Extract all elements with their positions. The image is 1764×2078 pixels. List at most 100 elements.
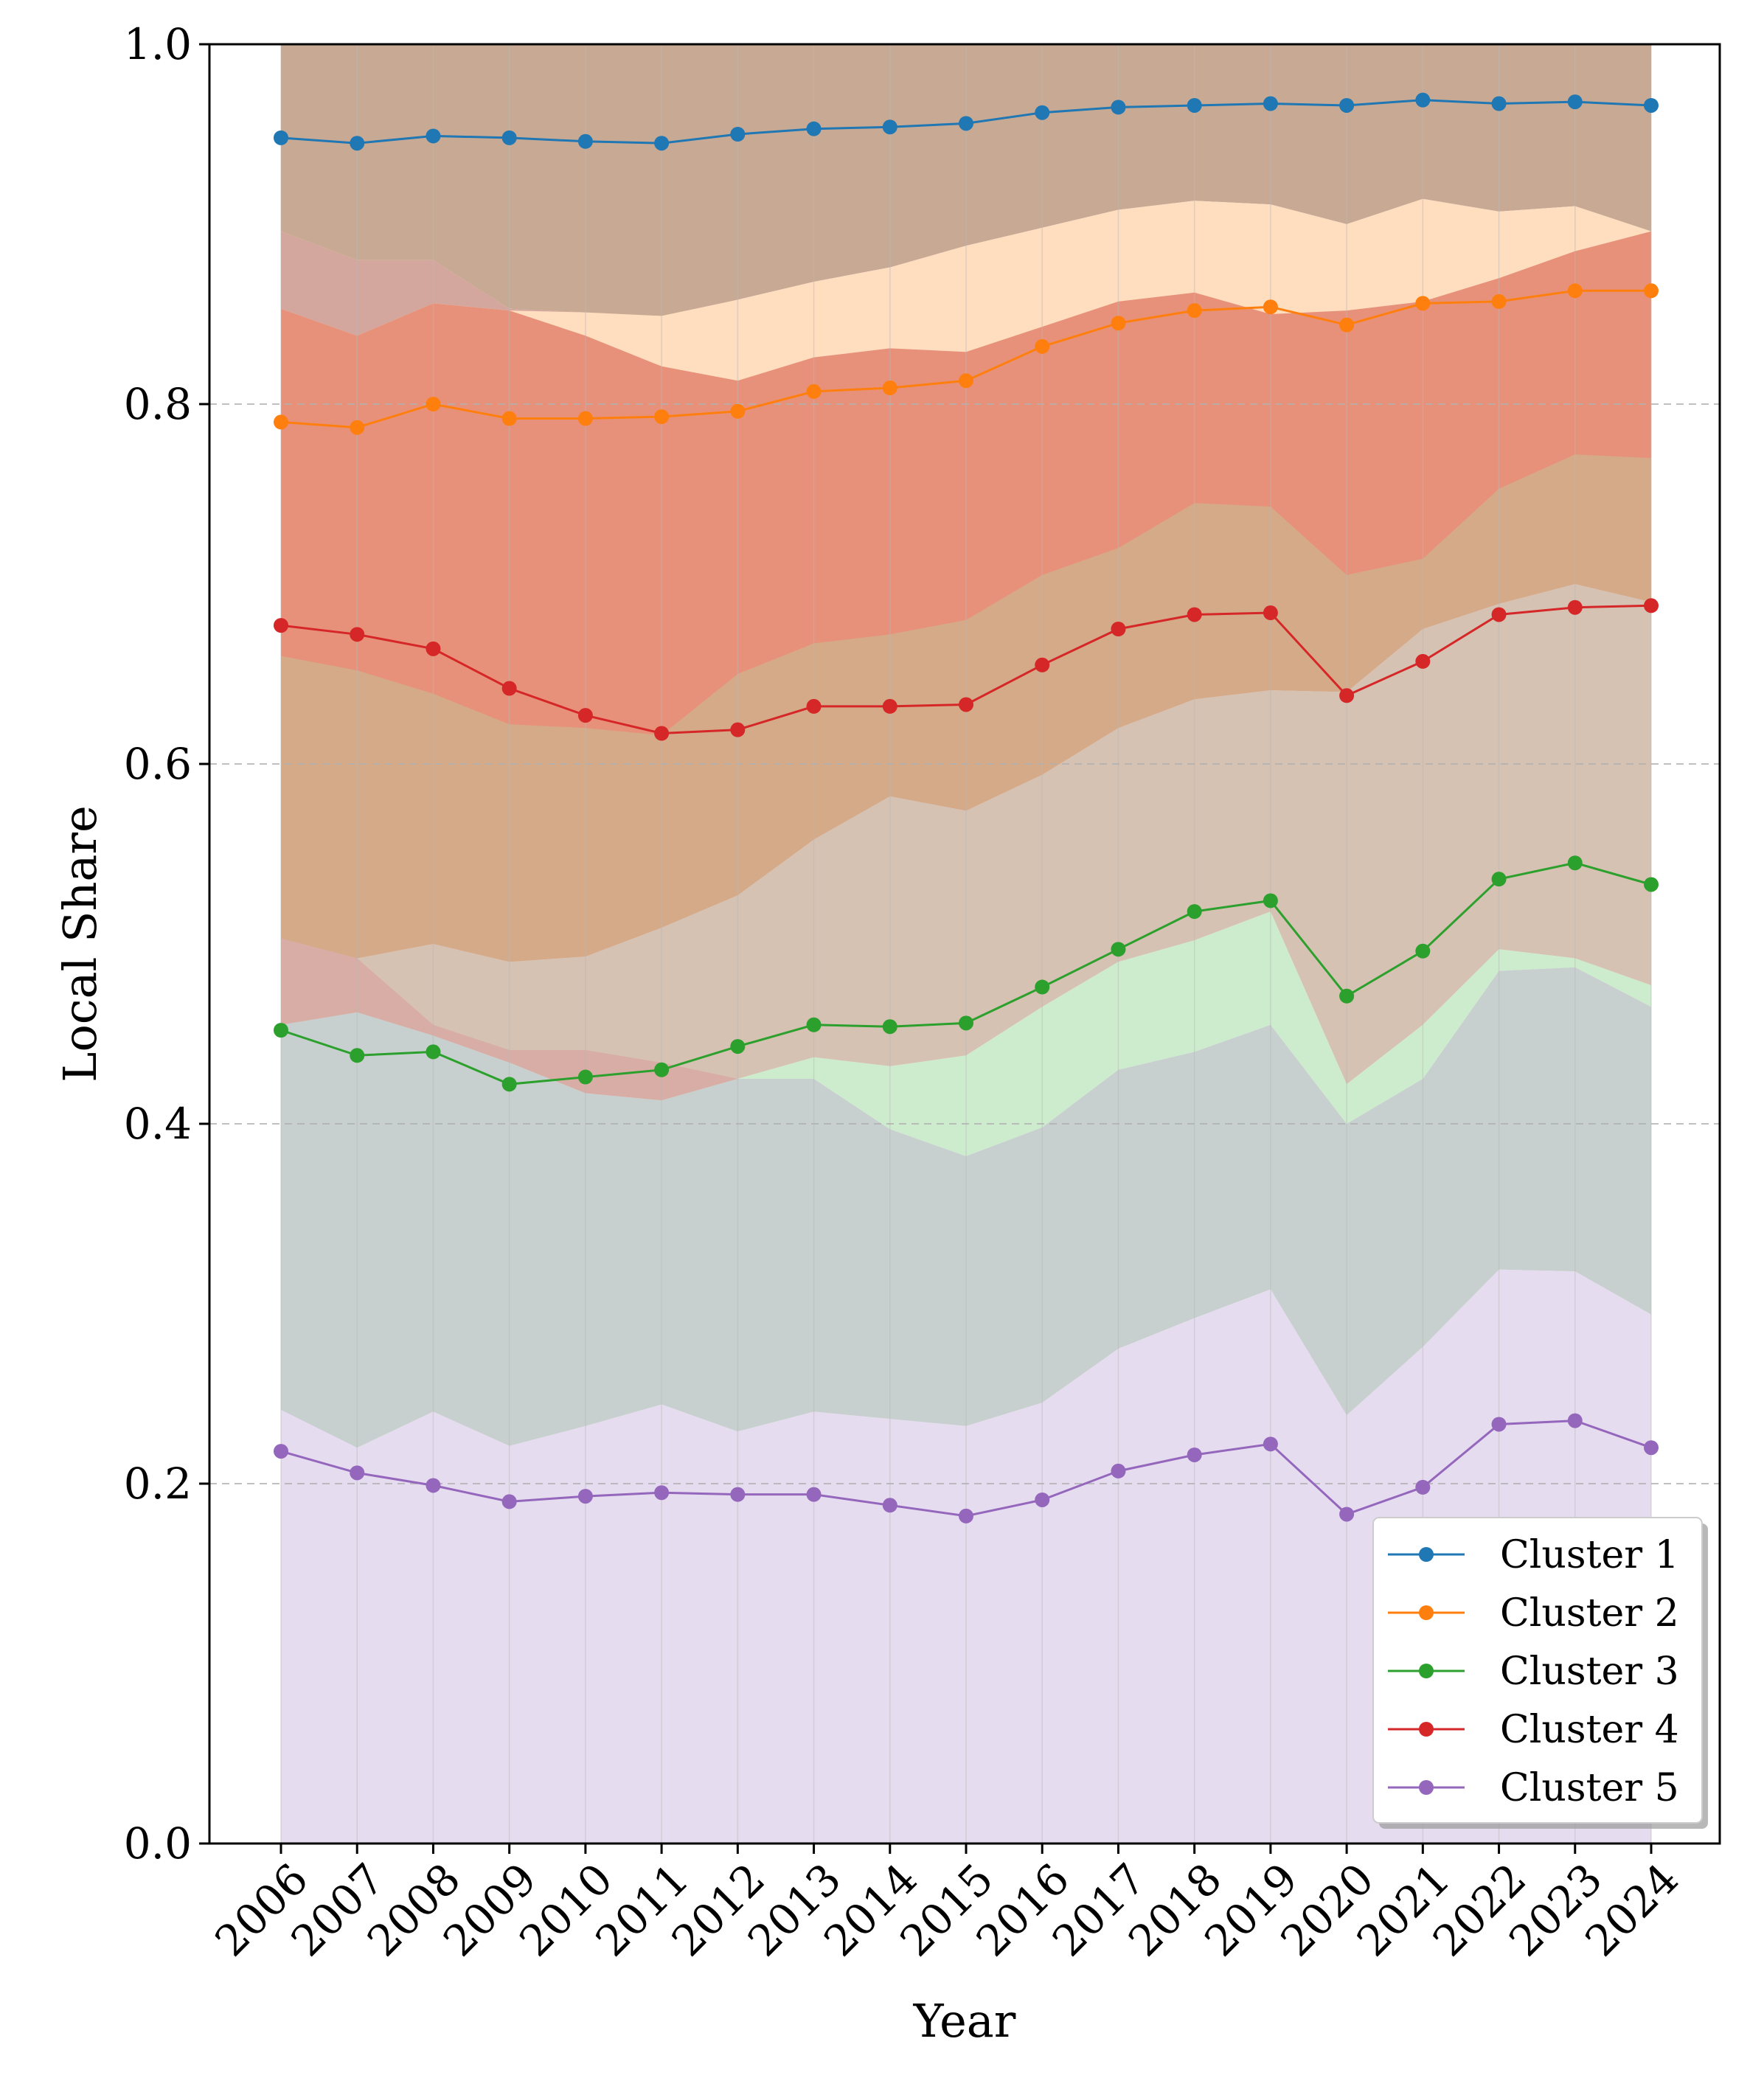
data-point bbox=[1644, 97, 1659, 113]
data-point bbox=[1339, 1507, 1355, 1522]
data-point bbox=[1111, 1463, 1126, 1478]
y-axis-title: Local Share bbox=[53, 805, 107, 1082]
y-tick-label: 0.8 bbox=[124, 379, 192, 429]
data-point bbox=[1035, 105, 1050, 120]
data-point bbox=[654, 409, 670, 425]
legend-marker bbox=[1419, 1547, 1434, 1562]
data-point bbox=[882, 1019, 897, 1035]
data-point bbox=[1187, 97, 1202, 113]
data-point bbox=[654, 1062, 670, 1077]
data-point bbox=[959, 697, 973, 712]
data-point bbox=[350, 420, 365, 435]
data-point bbox=[501, 1494, 517, 1509]
data-point bbox=[426, 128, 441, 144]
data-point bbox=[350, 1465, 365, 1481]
legend-item-cluster-2: Cluster 2 bbox=[1388, 1591, 1679, 1636]
data-point bbox=[501, 1077, 517, 1092]
data-point bbox=[1567, 855, 1583, 871]
data-point bbox=[501, 130, 517, 145]
data-point bbox=[274, 1444, 288, 1459]
y-tick-label: 0.4 bbox=[124, 1099, 192, 1149]
data-point bbox=[426, 1478, 441, 1493]
legend-label: Cluster 1 bbox=[1500, 1533, 1679, 1577]
data-point bbox=[1567, 1413, 1583, 1428]
data-point bbox=[1035, 657, 1050, 673]
data-point bbox=[577, 708, 593, 723]
data-point bbox=[806, 383, 822, 399]
data-point bbox=[730, 722, 746, 737]
data-point bbox=[1111, 100, 1126, 115]
legend-label: Cluster 4 bbox=[1500, 1708, 1679, 1752]
data-point bbox=[350, 1048, 365, 1063]
data-point bbox=[1491, 872, 1507, 887]
series-lines bbox=[274, 92, 1659, 1523]
data-point bbox=[1263, 605, 1278, 621]
data-point bbox=[1415, 92, 1431, 108]
data-point bbox=[350, 136, 365, 151]
data-point bbox=[1263, 96, 1278, 111]
data-point bbox=[1035, 979, 1050, 995]
data-point bbox=[274, 1023, 288, 1038]
data-point bbox=[1415, 943, 1431, 959]
data-point bbox=[577, 1069, 593, 1085]
y-tick-label: 1.0 bbox=[124, 19, 192, 69]
data-point bbox=[1567, 94, 1583, 110]
data-point bbox=[274, 130, 288, 145]
data-point bbox=[577, 411, 593, 426]
data-point bbox=[501, 411, 517, 426]
data-point bbox=[1339, 317, 1355, 333]
data-point bbox=[1415, 653, 1431, 669]
data-point bbox=[1263, 1436, 1278, 1452]
data-point bbox=[274, 414, 288, 430]
data-point bbox=[654, 726, 670, 741]
data-point bbox=[806, 1487, 822, 1502]
band-cluster-5 bbox=[281, 1269, 1651, 1844]
data-point bbox=[1644, 283, 1659, 299]
series-cluster-2 bbox=[274, 283, 1659, 435]
data-point bbox=[1491, 293, 1507, 309]
band-overlap-2 bbox=[281, 584, 1651, 1085]
data-point bbox=[730, 403, 746, 419]
x-axis-title: Year bbox=[913, 1994, 1016, 2048]
data-point bbox=[577, 133, 593, 149]
band-overlap-5 bbox=[281, 938, 1651, 1101]
data-point bbox=[1187, 1447, 1202, 1462]
data-point bbox=[1111, 316, 1126, 331]
y-tick-label: 0.2 bbox=[124, 1459, 192, 1509]
data-point bbox=[959, 1508, 973, 1523]
data-point bbox=[501, 681, 517, 696]
data-point bbox=[274, 618, 288, 633]
data-point bbox=[806, 121, 822, 136]
data-point bbox=[1644, 598, 1659, 614]
confidence-bands bbox=[281, 44, 1651, 1844]
data-point bbox=[1187, 607, 1202, 622]
legend: Cluster 1 Cluster 2 Cluster 3 Cluster 4 Clus… bbox=[1372, 1517, 1708, 1829]
data-point bbox=[730, 1487, 746, 1502]
data-point bbox=[882, 380, 897, 396]
data-point bbox=[1491, 607, 1507, 622]
data-point bbox=[1339, 97, 1355, 113]
data-point bbox=[806, 698, 822, 714]
series-cluster-5 bbox=[274, 1413, 1659, 1523]
data-point bbox=[1339, 988, 1355, 1004]
data-point bbox=[1644, 877, 1659, 892]
legend-marker bbox=[1419, 1722, 1434, 1737]
legend-item-cluster-4: Cluster 4 bbox=[1388, 1708, 1679, 1752]
y-tick-label: 0.6 bbox=[124, 739, 192, 789]
legend-marker bbox=[1419, 1664, 1434, 1678]
data-point bbox=[1415, 1479, 1431, 1495]
legend-marker bbox=[1419, 1605, 1434, 1620]
data-point bbox=[1263, 299, 1278, 315]
data-point bbox=[350, 627, 365, 642]
legend-label: Cluster 3 bbox=[1500, 1650, 1679, 1694]
data-point bbox=[882, 698, 897, 714]
data-point bbox=[654, 136, 670, 151]
band-overlap-1 bbox=[281, 967, 1651, 1448]
legend-label: Cluster 2 bbox=[1500, 1591, 1679, 1636]
data-point bbox=[1035, 1492, 1050, 1507]
series-cluster-4 bbox=[274, 598, 1659, 741]
y-axis: 0.0 0.2 0.4 0.6 0.8 1.0 bbox=[124, 19, 209, 1869]
data-point bbox=[1491, 96, 1507, 111]
legend-item-cluster-3: Cluster 3 bbox=[1388, 1650, 1679, 1694]
